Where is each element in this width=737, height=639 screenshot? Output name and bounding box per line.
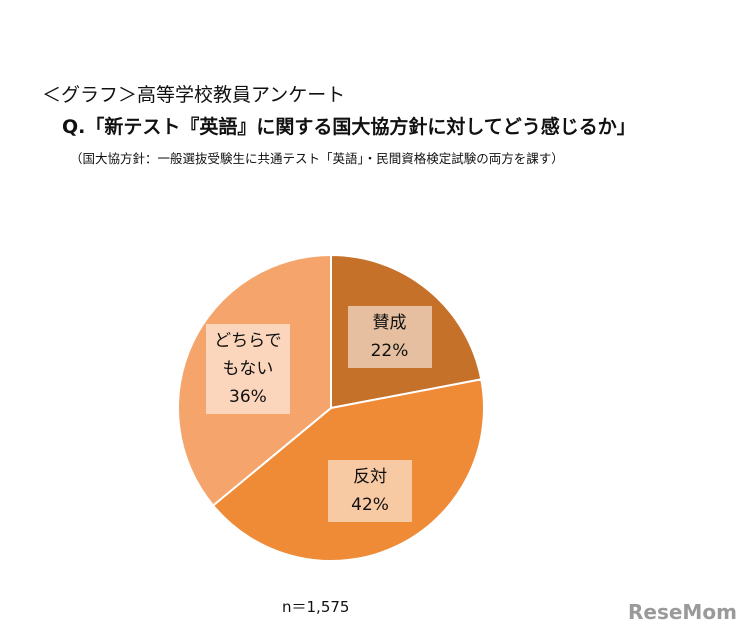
- slice-label: どちらでもない 36%: [205, 323, 290, 414]
- value-label: 22%: [370, 341, 409, 362]
- slice-label: 反対 42%: [328, 460, 413, 523]
- category-label: 賛成: [372, 313, 407, 334]
- value-label: 36%: [229, 386, 267, 407]
- watermark: ReseMom: [628, 600, 737, 624]
- category-label: 反対: [353, 467, 388, 488]
- value-label: 42%: [351, 495, 389, 516]
- title: ＜グラフ＞高等学校教員アンケート: [42, 84, 346, 106]
- category-label: どちらでもない: [214, 330, 282, 379]
- sample-size: n＝1,575: [282, 598, 350, 616]
- subtitle: Q.「新テスト『英語』に関する国大協方針に対してどう感じるか」: [62, 116, 636, 138]
- slice-label: 賛成 22%: [347, 306, 432, 369]
- note: （国大協方針：一般選抜受験生に共通テスト「英語」・民間資格検定試験の両方を課す）: [70, 151, 564, 166]
